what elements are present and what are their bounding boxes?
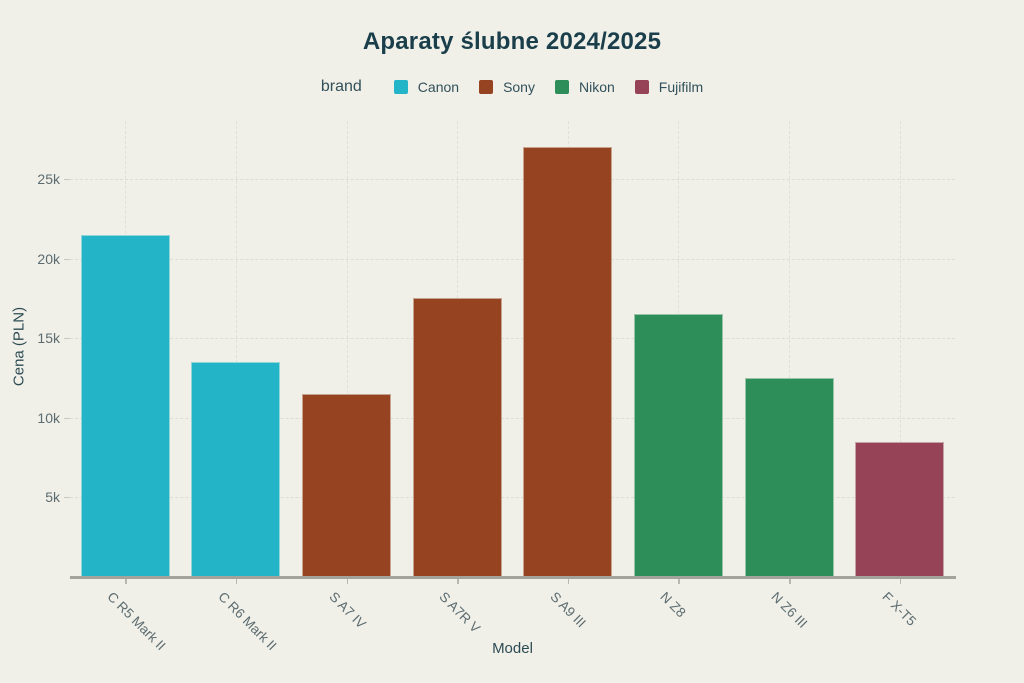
legend-title: brand <box>320 78 362 95</box>
x-tick-mark <box>567 579 570 584</box>
legend-item-canon[interactable]: Canon <box>393 79 460 95</box>
x-tick-mark <box>346 579 349 584</box>
legend-item-label: Nikon <box>578 79 615 95</box>
hgridline <box>70 179 955 181</box>
y-tick-mark <box>64 417 70 419</box>
bar-s-a9-iii[interactable] <box>523 147 613 577</box>
x-tick-mark <box>678 579 680 584</box>
bar-f-x-t5[interactable] <box>855 441 945 577</box>
x-tick-mark <box>457 579 459 584</box>
vgridline <box>789 121 791 577</box>
legend-swatch-icon <box>479 80 494 94</box>
bar-n-z6-iii[interactable] <box>744 378 834 577</box>
y-tick-mark <box>64 497 70 499</box>
y-axis-title: Cena (PLN) <box>10 306 28 387</box>
chart-title: Aparaty ślubne 2024/2025 <box>362 28 662 55</box>
legend-swatch-icon <box>554 80 569 94</box>
x-tick-mark <box>789 579 791 584</box>
x-tick-mark <box>899 579 902 584</box>
x-axis-title: Model <box>492 640 533 657</box>
y-tick-label: 10k <box>37 409 60 426</box>
legend-item-sony[interactable]: Sony <box>479 79 535 95</box>
y-tick-label: 5k <box>45 489 60 506</box>
x-tick-mark <box>125 579 127 584</box>
y-tick-mark <box>64 179 70 181</box>
legend-item-label: Canon <box>417 79 460 95</box>
legend-item-label: Sony <box>503 79 535 95</box>
vgridline <box>346 121 348 577</box>
bar-s-a7r-v[interactable] <box>412 298 502 577</box>
vgridline <box>899 121 901 577</box>
y-tick-mark <box>64 258 70 260</box>
legend-swatch-icon <box>634 80 649 94</box>
y-tick-mark <box>64 338 70 340</box>
x-axis-line <box>70 576 956 579</box>
vgridline <box>235 121 237 577</box>
legend-swatch-icon <box>393 80 408 94</box>
hgridline <box>70 338 955 340</box>
bar-c-r5-mark-ii[interactable] <box>80 234 170 577</box>
legend: brand Canon Sony Nikon Fujifilm <box>0 78 1024 96</box>
y-tick-label: 15k <box>37 330 60 347</box>
legend-item-fujifilm[interactable]: Fujifilm <box>634 79 704 95</box>
y-tick-label: 25k <box>37 171 60 188</box>
hgridline <box>70 417 955 419</box>
x-tick-mark <box>235 579 238 584</box>
legend-item-nikon[interactable]: Nikon <box>554 79 615 95</box>
plot-area: 5k 10k 15k 20k 25k <box>37 121 955 577</box>
hgridline <box>70 497 955 499</box>
bar-s-a7-iv[interactable] <box>302 393 392 577</box>
hgridline <box>70 258 955 260</box>
bar-c-r6-mark-ii[interactable] <box>191 362 281 577</box>
y-tick-label: 20k <box>37 250 60 267</box>
legend-item-label: Fujifilm <box>658 79 704 95</box>
bar-n-z8[interactable] <box>633 314 723 577</box>
